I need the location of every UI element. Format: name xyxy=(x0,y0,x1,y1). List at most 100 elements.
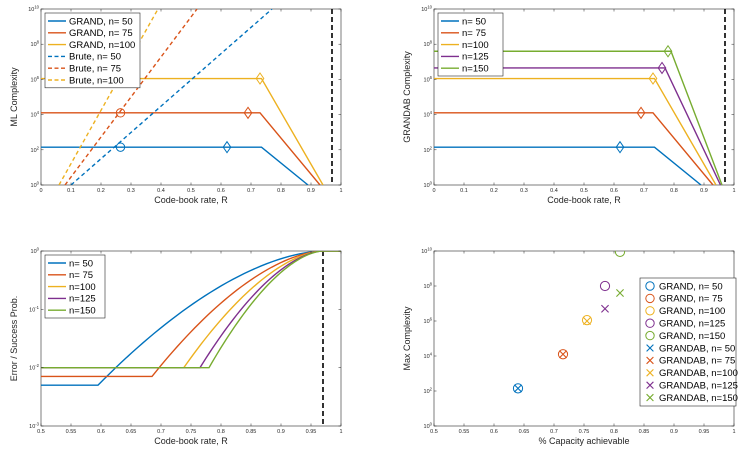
x-tick-label: 0.7 xyxy=(640,188,648,194)
y-tick-label: 1010 xyxy=(28,5,39,14)
circle-marker xyxy=(614,251,626,257)
x-tick-label: 0.5 xyxy=(430,429,438,435)
chart-max-complexity: 0.5 0.55 0.6 0.65 0.7 0.75 0.8 0.85 0.9 0.95 1 100 1… xyxy=(402,247,738,447)
chart-grandab-complexity: 0 0.1 0.2 0.3 0.4 0.5 0.6 0.7 0.8 0.9 1 100 102 104 10… xyxy=(402,5,736,206)
legend-label: GRAND, n=125 xyxy=(659,319,725,330)
series-line xyxy=(70,9,273,185)
x-tick-label: 0.85 xyxy=(639,429,650,435)
x-marker xyxy=(514,384,522,393)
legend-label: GRANDAB, n=150 xyxy=(659,393,738,404)
legend-label: GRAND, n=100 xyxy=(659,306,725,317)
diamond-marker xyxy=(222,140,232,154)
legend-circle-swatch xyxy=(645,281,655,291)
y-tick-label: 108 xyxy=(424,40,433,49)
legend-circle-swatch xyxy=(645,293,655,304)
legend-label: Brute, n= 75 xyxy=(69,64,121,75)
diamond-marker xyxy=(657,61,667,75)
x-tick-label: 1 xyxy=(339,429,342,435)
x-tick-label: 0.9 xyxy=(307,188,315,194)
x-tick-label: 0.5 xyxy=(580,188,588,194)
plot-marks xyxy=(41,9,333,185)
series-line xyxy=(41,112,321,185)
x-tick-label: 0.6 xyxy=(610,188,618,194)
x-tick-label: 1 xyxy=(732,188,735,194)
circle-marker xyxy=(557,349,569,360)
x-marker xyxy=(616,289,624,297)
circle-marker xyxy=(115,142,126,152)
series-line xyxy=(41,251,341,369)
legend-box xyxy=(639,277,737,407)
series-line xyxy=(434,146,702,185)
legend-label: n=150 xyxy=(69,306,96,317)
x-tick-label: 0.7 xyxy=(550,429,558,435)
series-line xyxy=(434,112,714,185)
plot-marks xyxy=(41,251,341,426)
diamond-marker xyxy=(243,106,253,120)
x-tick-label: 0.9 xyxy=(277,429,285,435)
x-tick-label: 0.9 xyxy=(700,188,708,194)
x-tick-label: 0.4 xyxy=(550,188,558,194)
legend-box xyxy=(44,12,141,89)
series-line xyxy=(434,77,717,185)
x-tick-label: 0.7 xyxy=(247,188,255,194)
x-tick-label: 0.65 xyxy=(519,429,530,435)
x-marker xyxy=(559,350,567,359)
x-tick-label: 1 xyxy=(732,429,735,435)
legend-x-swatch xyxy=(646,381,654,389)
x-tick-label: 0.2 xyxy=(490,188,498,194)
y-tick-label: 100 xyxy=(31,181,40,190)
x-tick-label: 0 xyxy=(39,188,42,194)
series-line xyxy=(434,67,722,185)
circle-marker xyxy=(581,315,593,326)
x-tick-label: 0.9 xyxy=(670,429,678,435)
x-tick-label: 0.6 xyxy=(97,429,105,435)
y-tick-label: 100 xyxy=(31,247,40,256)
legend-x-swatch xyxy=(646,393,654,402)
x-tick-label: 1 xyxy=(339,188,342,194)
legend-label: n= 75 xyxy=(462,28,486,39)
legend-label: GRANDAB, n=125 xyxy=(659,381,738,392)
x-tick-label: 0.8 xyxy=(217,429,225,435)
x-tick-label: 0.95 xyxy=(699,429,710,435)
x-tick-label: 0.8 xyxy=(277,188,285,194)
plot-marks xyxy=(434,9,726,185)
legend-label: n=100 xyxy=(462,40,489,51)
circle-marker xyxy=(512,383,524,394)
legend-circle-swatch xyxy=(645,330,655,341)
diamond-marker xyxy=(636,106,646,120)
x-tick-label: 0.2 xyxy=(97,188,105,194)
x-tick-label: 0.3 xyxy=(127,188,135,194)
series-line xyxy=(434,50,723,185)
legend-label: GRAND, n= 50 xyxy=(659,281,723,292)
legend-x-swatch xyxy=(646,356,654,365)
x-tick-label: 0 xyxy=(432,188,435,194)
diamond-marker xyxy=(648,72,658,85)
circle-marker xyxy=(599,280,611,292)
legend-label: GRANDAB, n= 75 xyxy=(659,356,735,367)
chart-ml-complexity: 0 0.1 0.2 0.3 0.4 0.5 0.6 0.7 0.8 0.9 1 100 102 104 10… xyxy=(9,5,343,206)
legend-label: n=150 xyxy=(462,64,489,75)
legend-label: GRANDAB, n=100 xyxy=(659,368,738,379)
legend-label: n=125 xyxy=(69,294,96,305)
diamond-marker xyxy=(255,72,265,85)
x-marker xyxy=(583,317,591,325)
series-line xyxy=(41,251,341,386)
y-tick-label: 104 xyxy=(424,110,433,119)
y-axis-label: GRANDAB Complexity xyxy=(402,51,412,143)
legend-label: Brute, n= 50 xyxy=(69,52,121,63)
x-tick-label: 0.5 xyxy=(37,429,45,435)
legend-label: GRAND, n=150 xyxy=(659,331,725,342)
y-axis-label: Error / Success Prob. xyxy=(9,296,19,382)
legend-x-swatch xyxy=(646,344,654,352)
diamond-marker xyxy=(615,140,625,154)
series-line xyxy=(64,9,198,185)
legend-label: n= 50 xyxy=(462,16,486,27)
circle-marker xyxy=(115,108,126,118)
legend-x-swatch xyxy=(646,369,654,377)
legend-label: GRANDAB, n= 50 xyxy=(659,343,735,354)
series-line xyxy=(41,251,341,369)
legend-circle-swatch xyxy=(645,318,655,328)
